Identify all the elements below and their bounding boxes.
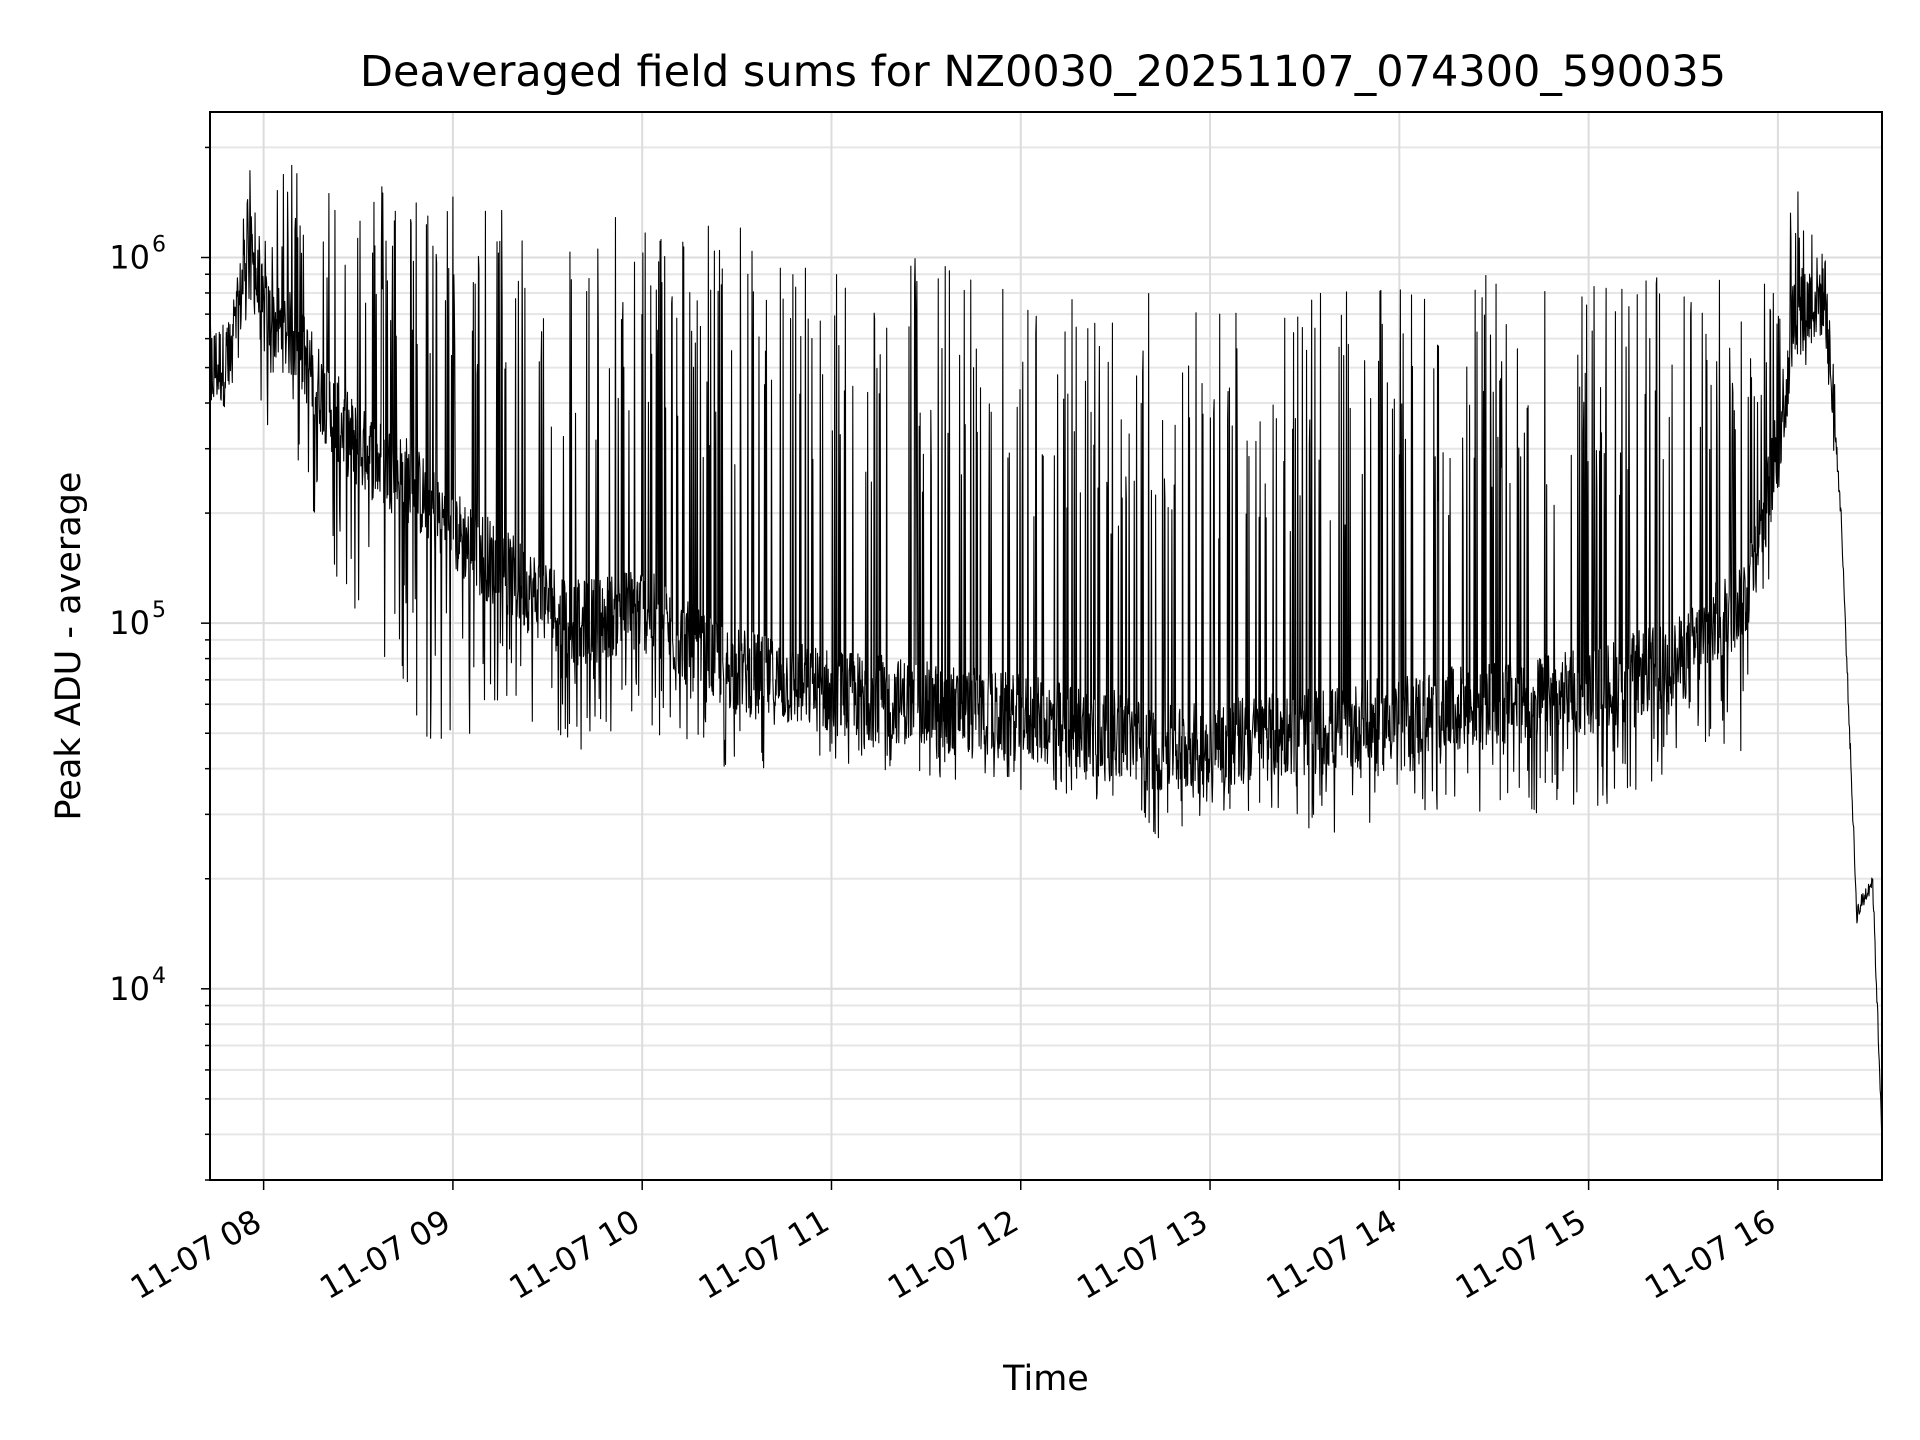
chart-title: Deaveraged field sums for NZ0030_2025110… <box>360 47 1726 97</box>
y-tick-label: 10 <box>109 604 150 642</box>
y-tick-exponent: 4 <box>152 964 166 989</box>
y-tick-exponent: 6 <box>152 233 166 258</box>
y-tick-label: 10 <box>109 970 150 1008</box>
y-axis-label: Peak ADU - average <box>49 472 89 821</box>
data-trace <box>209 164 1883 1143</box>
plot-frame <box>209 111 1883 1181</box>
y-tick-label: 10 <box>109 239 150 277</box>
y-tick-exponent: 5 <box>152 598 166 623</box>
series-line <box>209 164 1883 1143</box>
x-axis-label: Time <box>1002 1359 1089 1399</box>
